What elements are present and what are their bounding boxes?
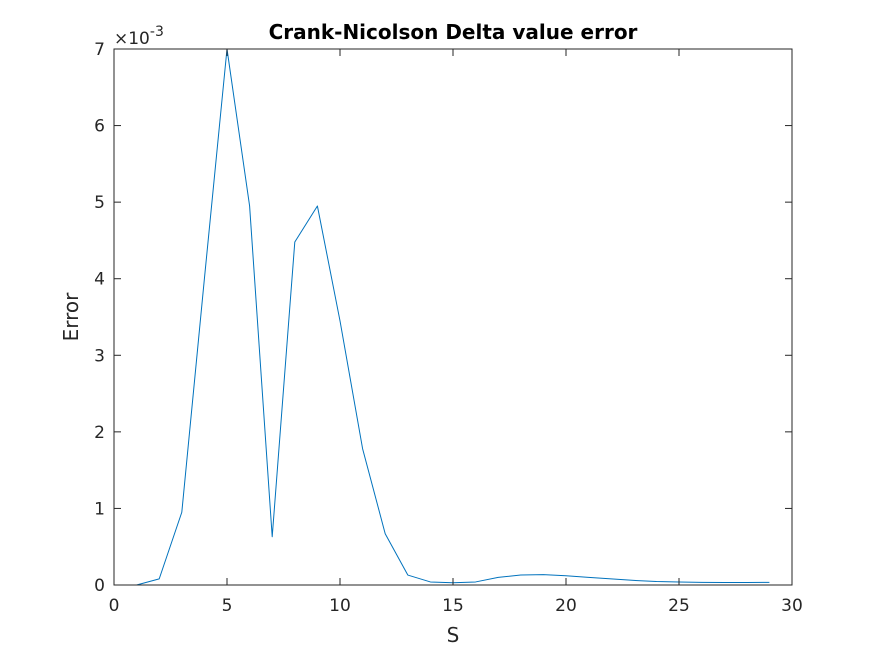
plot-area: [114, 49, 792, 585]
y-tick-label-6: 6: [94, 117, 105, 137]
y-tick-label-5: 5: [94, 193, 105, 213]
y-tick-label-0: 0: [94, 576, 105, 596]
x-tick-label-0: 0: [109, 596, 120, 616]
chart-title: Crank-Nicolson Delta value error: [269, 20, 638, 44]
tick-layer: 0 5 10 15 20 25 30 0 1 2 3 4 5 6 7: [94, 40, 803, 616]
x-tick-label-3: 15: [442, 596, 464, 616]
y-tick-label-7: 7: [94, 40, 105, 60]
y-tick-label-2: 2: [94, 423, 105, 443]
y-tick-label-1: 1: [94, 499, 105, 519]
x-tick-label-6: 30: [781, 596, 803, 616]
x-tick-label-2: 10: [329, 596, 351, 616]
y-multiplier-base: ×10: [114, 29, 150, 49]
x-axis-label: S: [447, 623, 460, 647]
y-tick-label-3: 3: [94, 346, 105, 366]
y-multiplier-exponent: -3: [150, 24, 164, 40]
y-axis-label: Error: [59, 292, 83, 342]
x-tick-label-5: 25: [668, 596, 690, 616]
y-multiplier: ×10-3: [114, 24, 164, 49]
x-tick-label-4: 20: [555, 596, 577, 616]
x-tick-label-1: 5: [222, 596, 233, 616]
y-tick-label-4: 4: [94, 270, 105, 290]
